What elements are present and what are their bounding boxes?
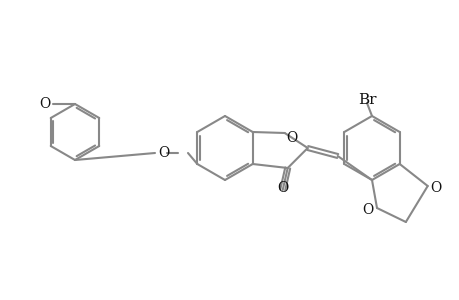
Text: O: O [276, 181, 288, 195]
Text: O: O [430, 181, 441, 195]
Text: O: O [362, 203, 373, 217]
Text: Br: Br [357, 93, 375, 107]
Text: O: O [39, 97, 51, 111]
Text: O: O [286, 131, 297, 145]
Text: O: O [157, 146, 169, 160]
